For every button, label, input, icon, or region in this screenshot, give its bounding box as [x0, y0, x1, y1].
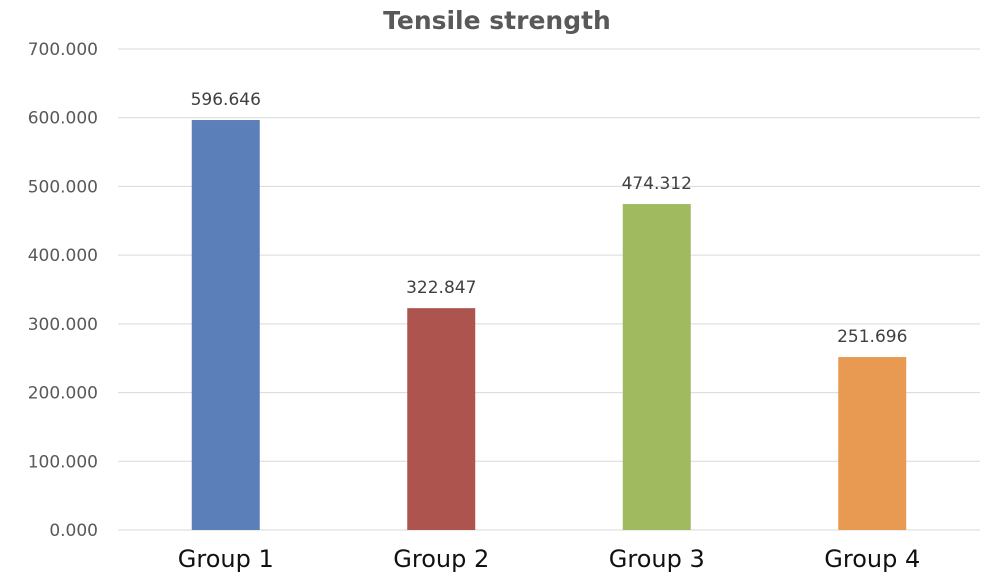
y-axis-tick-labels: 0.000 100.000 200.000 300.000 400.000 500.000… — [28, 40, 98, 541]
chart-title: Tensile strength — [383, 6, 611, 35]
y-tick-label: 700.000 — [28, 40, 98, 60]
y-tick-label: 500.000 — [28, 177, 98, 197]
y-tick-label: 100.000 — [28, 452, 98, 472]
y-tick-label: 0.000 — [49, 521, 98, 541]
gridlines — [118, 48, 980, 531]
category-label-4: Group 4 — [824, 545, 920, 573]
x-axis-category-labels: Group 1 Group 2 Group 3 Group 4 — [178, 545, 920, 573]
data-labels: 596.646 322.847 474.312 251.696 — [191, 90, 908, 347]
bars — [191, 120, 907, 531]
y-tick-label: 300.000 — [28, 315, 98, 335]
category-label-1: Group 1 — [178, 545, 274, 573]
y-tick-label: 400.000 — [28, 246, 98, 266]
data-label-2: 322.847 — [406, 278, 476, 298]
bar-2 — [407, 308, 476, 530]
data-label-1: 596.646 — [191, 90, 261, 110]
y-tick-label: 200.000 — [28, 384, 98, 404]
bar-3 — [622, 204, 691, 530]
bar-1 — [191, 120, 260, 531]
category-label-2: Group 2 — [393, 545, 489, 573]
category-label-3: Group 3 — [609, 545, 705, 573]
bar-4 — [838, 357, 907, 530]
y-tick-label: 600.000 — [28, 109, 98, 129]
data-label-3: 474.312 — [622, 174, 692, 194]
data-label-4: 251.696 — [837, 327, 907, 347]
